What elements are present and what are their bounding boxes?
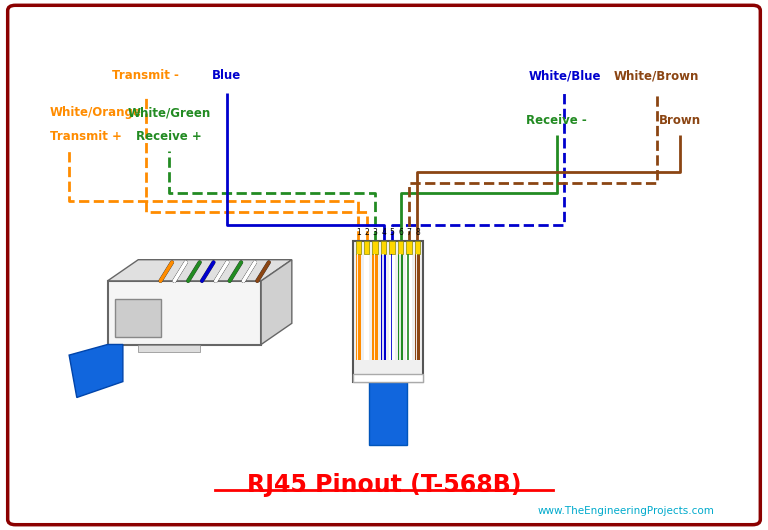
Bar	[364, 254, 369, 360]
Text: 3: 3	[372, 228, 378, 237]
Text: 2: 2	[364, 228, 369, 237]
Bar	[372, 254, 378, 360]
Polygon shape	[261, 260, 292, 344]
Bar	[406, 254, 412, 360]
Text: 6: 6	[398, 228, 403, 237]
Bar	[407, 254, 409, 360]
Bar	[381, 241, 386, 254]
Text: Receive +: Receive +	[136, 130, 202, 143]
Bar	[381, 254, 386, 360]
Text: 8: 8	[415, 228, 420, 237]
Text: Blue: Blue	[212, 69, 241, 82]
Bar	[356, 241, 361, 254]
Text: 4: 4	[381, 228, 386, 237]
Polygon shape	[138, 344, 200, 352]
Text: Brown: Brown	[659, 114, 700, 127]
Text: www.TheEngineeringProjects.com: www.TheEngineeringProjects.com	[538, 507, 714, 516]
Bar	[399, 254, 401, 360]
Polygon shape	[108, 260, 292, 281]
Bar	[374, 254, 376, 360]
Bar	[398, 241, 403, 254]
Bar	[356, 254, 358, 360]
Text: White/Blue: White/Blue	[528, 69, 601, 82]
Polygon shape	[69, 344, 123, 398]
Text: RJ45 Pinout (T-568B): RJ45 Pinout (T-568B)	[247, 473, 521, 497]
Bar	[356, 254, 361, 360]
Text: White/Orange: White/Orange	[50, 106, 142, 119]
Bar	[415, 254, 420, 360]
FancyBboxPatch shape	[8, 5, 760, 525]
Bar	[382, 254, 383, 360]
Text: White/Green: White/Green	[127, 106, 210, 119]
Bar	[364, 241, 369, 254]
Text: 7: 7	[406, 228, 412, 237]
Text: 5: 5	[389, 228, 395, 237]
Bar	[353, 374, 423, 382]
Bar	[353, 241, 423, 382]
Bar	[389, 254, 395, 360]
Bar	[390, 254, 392, 360]
FancyBboxPatch shape	[108, 281, 261, 344]
Bar	[406, 241, 412, 254]
Text: Transmit +: Transmit +	[50, 130, 122, 143]
Bar	[415, 254, 417, 360]
Bar	[389, 241, 395, 254]
Bar	[415, 241, 420, 254]
Bar	[372, 241, 378, 254]
Bar	[369, 382, 407, 445]
Bar	[115, 299, 161, 337]
Text: Transmit -: Transmit -	[112, 69, 180, 82]
Text: Receive -: Receive -	[526, 114, 588, 127]
Bar	[398, 254, 403, 360]
Text: White/Brown: White/Brown	[614, 69, 700, 82]
Text: 1: 1	[356, 228, 361, 237]
